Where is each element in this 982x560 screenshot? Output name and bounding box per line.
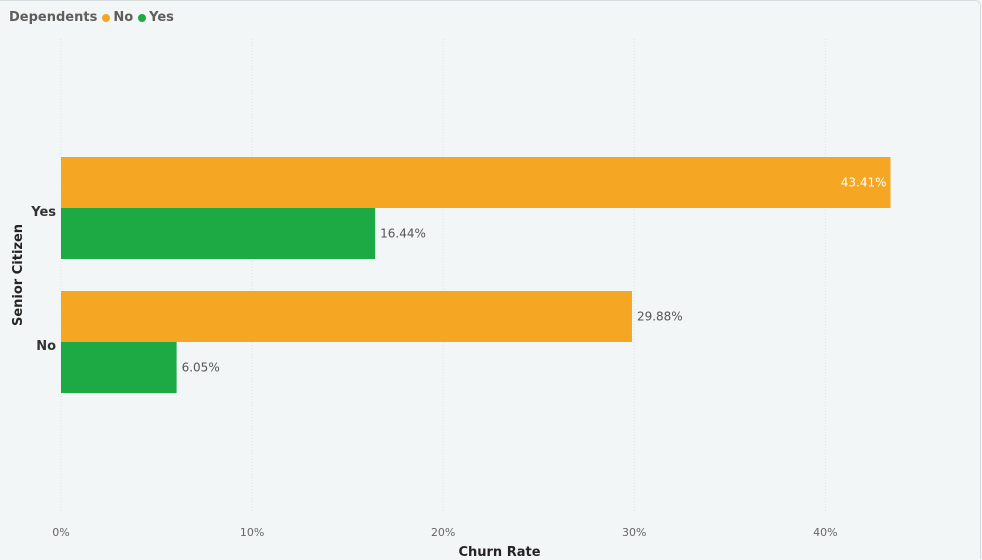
data-label: 29.88%: [637, 310, 683, 324]
bar[interactable]: [61, 342, 177, 393]
x-tick-label: 10%: [240, 526, 264, 539]
x-axis-title: Churn Rate: [458, 545, 540, 560]
legend-dot-yes: [138, 13, 147, 22]
legend-label-no: No: [113, 10, 134, 25]
x-tick-label: 20%: [431, 526, 455, 539]
y-category-label: Yes: [30, 205, 56, 220]
x-tick-label: 40%: [813, 526, 837, 539]
data-label: 16.44%: [380, 227, 426, 241]
data-label: 6.05%: [182, 361, 220, 375]
legend-item-yes[interactable]: Yes: [138, 10, 174, 25]
x-tick-label: 30%: [622, 526, 646, 539]
legend-title: Dependents: [9, 10, 98, 25]
data-label: 43.41%: [841, 176, 887, 190]
legend-item-no[interactable]: No: [102, 10, 133, 25]
legend-label-yes: Yes: [149, 10, 174, 25]
bar[interactable]: [61, 208, 376, 259]
legend-dot-no: [102, 13, 111, 22]
bar[interactable]: [61, 291, 632, 342]
legend: Dependents No Yes: [9, 10, 179, 25]
y-axis-title: Senior Citizen: [11, 224, 26, 326]
y-category-label: No: [36, 339, 56, 354]
x-tick-label: 0%: [52, 526, 69, 539]
bar[interactable]: [61, 157, 891, 208]
